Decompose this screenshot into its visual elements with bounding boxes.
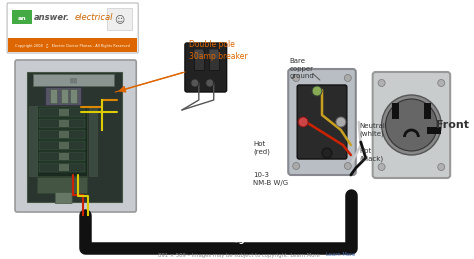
Circle shape — [191, 79, 199, 87]
Bar — [70, 89, 77, 103]
Bar — [8, 38, 137, 52]
Circle shape — [322, 148, 332, 158]
Circle shape — [206, 79, 214, 87]
Bar — [39, 108, 84, 117]
Bar — [39, 141, 84, 150]
Text: Hot
(red): Hot (red) — [254, 141, 270, 155]
FancyBboxPatch shape — [209, 49, 218, 59]
Circle shape — [382, 95, 441, 155]
Bar — [29, 106, 37, 176]
Bar — [12, 10, 32, 24]
Text: 10-3 w/ground: 10-3 w/ground — [204, 235, 273, 244]
FancyBboxPatch shape — [55, 192, 72, 204]
Bar — [27, 72, 122, 202]
Text: Front: Front — [436, 120, 469, 130]
Bar — [89, 106, 97, 176]
Bar — [427, 127, 441, 134]
Text: 891 × 509 – Images may be subject to copyright. Learn More: 891 × 509 – Images may be subject to cop… — [158, 253, 319, 257]
Bar — [392, 103, 399, 119]
Bar — [61, 89, 68, 103]
FancyBboxPatch shape — [297, 85, 347, 159]
Bar — [39, 163, 84, 172]
Text: Neutral
(white): Neutral (white) — [360, 123, 386, 137]
FancyBboxPatch shape — [194, 49, 203, 59]
Text: Bare
copper
ground: Bare copper ground — [289, 58, 314, 79]
Bar — [39, 119, 84, 128]
Text: Double pole
30amp breaker: Double pole 30amp breaker — [189, 40, 247, 61]
Bar — [33, 74, 114, 86]
Bar — [59, 153, 69, 160]
Bar — [59, 142, 69, 149]
Text: Hot
(black): Hot (black) — [360, 148, 384, 162]
Circle shape — [293, 75, 300, 82]
Bar — [50, 89, 57, 103]
Text: ||||: |||| — [70, 77, 78, 83]
Bar — [45, 87, 81, 105]
Circle shape — [438, 80, 445, 87]
Bar — [39, 130, 84, 139]
Circle shape — [293, 162, 300, 169]
Text: Copyright 2008   ⓔ   Electric Doctor Photos - All Rights Reserved: Copyright 2008 ⓔ Electric Doctor Photos … — [15, 44, 130, 47]
Circle shape — [378, 163, 385, 170]
Bar — [424, 103, 431, 119]
Circle shape — [336, 117, 346, 127]
Text: ☺: ☺ — [114, 14, 124, 24]
Bar — [209, 50, 219, 70]
Circle shape — [438, 163, 445, 170]
Bar — [59, 131, 69, 138]
FancyBboxPatch shape — [373, 72, 450, 178]
Circle shape — [298, 117, 308, 127]
Text: 10-3
NM-B W/G: 10-3 NM-B W/G — [254, 172, 289, 185]
Bar — [108, 8, 132, 30]
Bar — [194, 50, 204, 70]
Bar — [37, 106, 87, 176]
Text: answer.: answer. — [34, 12, 70, 21]
Bar — [59, 109, 69, 116]
Circle shape — [344, 75, 351, 82]
Bar — [59, 120, 69, 127]
Circle shape — [344, 162, 351, 169]
FancyBboxPatch shape — [185, 43, 227, 92]
Circle shape — [385, 99, 437, 151]
Circle shape — [312, 86, 322, 96]
Bar — [39, 152, 84, 161]
FancyBboxPatch shape — [288, 69, 356, 175]
Bar — [37, 177, 87, 193]
FancyBboxPatch shape — [7, 3, 138, 53]
Text: Learn More: Learn More — [326, 253, 356, 257]
FancyBboxPatch shape — [15, 60, 136, 212]
Text: an: an — [18, 16, 27, 20]
Text: electrical: electrical — [74, 12, 113, 21]
Bar — [59, 164, 69, 171]
Circle shape — [378, 80, 385, 87]
